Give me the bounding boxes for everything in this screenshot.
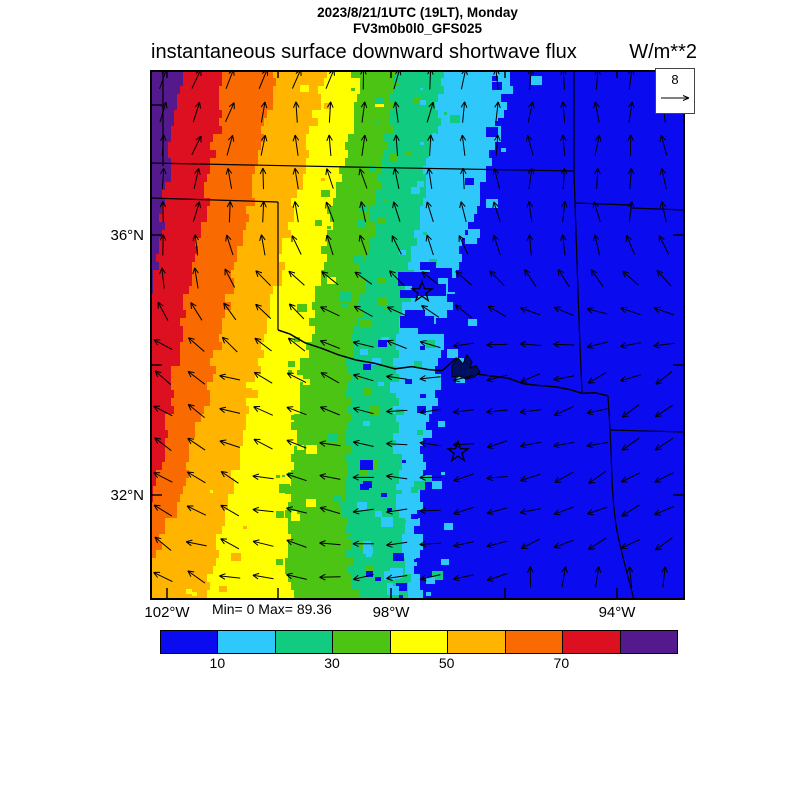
colorbar-segment <box>448 631 506 653</box>
lat-tick-label: 36°N <box>110 227 144 244</box>
model-run-header: FV3m0b0l0_GFS025 <box>352 21 483 36</box>
city-star-marker <box>446 439 470 463</box>
minmax-annotation: Min= 0 Max= 89.36 <box>212 601 332 617</box>
lon-tick-label: 94°W <box>598 604 636 621</box>
flux-map <box>148 68 686 602</box>
plot-units-label: W/m**2 <box>629 41 697 63</box>
lat-tick-label: 32°N <box>110 487 144 504</box>
colorbar-tick-label: 30 <box>324 655 340 671</box>
city-star-marker <box>410 279 434 303</box>
cloud-speckles <box>186 70 542 598</box>
colorbar-segment <box>390 631 449 653</box>
colorbar-segment <box>161 631 219 653</box>
colorbar-segment <box>275 631 334 653</box>
reference-vector-box: 8 <box>655 68 695 114</box>
colorbar <box>160 630 678 654</box>
reference-vector-value: 8 <box>671 72 679 87</box>
lon-tick-label: 102°W <box>144 604 190 621</box>
colorbar-segment <box>505 631 564 653</box>
colorbar-tick-label: 70 <box>553 655 570 671</box>
lon-tick-label: 98°W <box>372 604 410 621</box>
lake-texoma <box>451 353 481 380</box>
colorbar-segment <box>620 631 677 653</box>
colorbar-tick-label: 10 <box>209 655 226 671</box>
map-frame <box>150 70 685 600</box>
plot-title: instantaneous surface downward shortwave… <box>151 41 577 63</box>
colorbar-segment <box>333 631 391 653</box>
colorbar-tick-label: 50 <box>438 655 455 671</box>
colorbar-segment <box>563 631 621 653</box>
colorbar-segment <box>218 631 276 653</box>
reference-vector-arrow-icon <box>661 95 690 101</box>
map-canvas <box>148 68 686 602</box>
valid-time-header: 2023/8/21/1UTC (19LT), Monday <box>317 5 518 20</box>
